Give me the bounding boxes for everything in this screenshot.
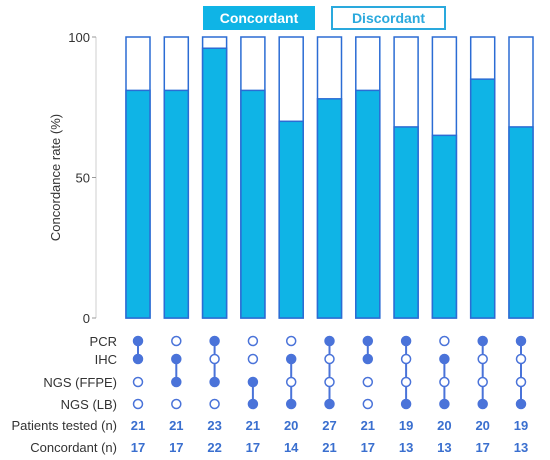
y-tick-label: 100 <box>68 30 90 45</box>
patients-count: 21 <box>361 418 375 433</box>
matrix-dot-empty <box>209 398 220 410</box>
patients-count: 21 <box>131 418 145 433</box>
matrix-dot-empty <box>324 353 335 365</box>
matrix-dot-empty <box>439 376 450 388</box>
matrix-dot-empty <box>477 376 488 388</box>
concordant-count: 14 <box>284 440 299 455</box>
matrix-dot-filled <box>439 353 450 365</box>
y-tick-label: 50 <box>76 171 90 186</box>
matrix-dot-empty <box>439 335 450 347</box>
patients-count: 20 <box>284 418 298 433</box>
matrix-dot-empty <box>362 376 374 388</box>
matrix-dot-empty <box>247 353 259 365</box>
patients-count: 21 <box>246 418 260 433</box>
concordant-count: 17 <box>169 440 183 455</box>
patients-row-label: Patients tested (n) <box>12 418 118 433</box>
method-label: NGS (LB) <box>61 397 117 412</box>
bar-concordant <box>393 126 419 319</box>
bar-concordant <box>201 47 228 319</box>
matrix-dot-filled <box>362 335 374 347</box>
concordant-count: 22 <box>207 440 221 455</box>
method-label: NGS (FFPE) <box>43 375 117 390</box>
patients-count: 27 <box>322 418 336 433</box>
matrix-dot-filled <box>515 335 527 347</box>
matrix-dot-filled <box>209 376 220 388</box>
matrix-dot-empty <box>362 398 374 410</box>
matrix-dot-filled <box>171 353 182 365</box>
matrix-dot-filled <box>477 398 488 410</box>
patients-count: 20 <box>437 418 451 433</box>
concordant-count: 17 <box>361 440 375 455</box>
bar-concordant <box>355 89 381 319</box>
method-label: IHC <box>95 352 117 367</box>
patients-count: 19 <box>399 418 413 433</box>
matrix-dot-filled <box>400 398 412 410</box>
matrix-dot-empty <box>285 335 297 347</box>
matrix-dot-empty <box>477 353 488 365</box>
matrix-dot-filled <box>439 398 450 410</box>
matrix-dot-empty <box>285 376 297 388</box>
bar-concordant <box>163 89 190 319</box>
concordant-count: 13 <box>399 440 413 455</box>
concordant-count: 17 <box>246 440 260 455</box>
matrix-dot-empty <box>171 398 182 410</box>
concordant-count: 13 <box>437 440 451 455</box>
matrix-dot-empty <box>132 398 144 410</box>
matrix-dot-filled <box>324 335 335 347</box>
matrix-dot-empty <box>515 353 527 365</box>
matrix-dot-empty <box>247 335 259 347</box>
y-tick-label: 0 <box>83 311 90 326</box>
patients-count: 21 <box>169 418 183 433</box>
matrix-dot-filled <box>247 398 259 410</box>
matrix-dot-filled <box>477 335 488 347</box>
matrix-dot-empty <box>515 376 527 388</box>
legend-discordant: Discordant <box>331 6 446 30</box>
concordant-count: 21 <box>322 440 336 455</box>
bar-concordant <box>469 78 496 319</box>
patients-count: 20 <box>475 418 489 433</box>
bar-concordant <box>508 126 534 319</box>
bar-concordant <box>316 98 343 319</box>
matrix-dot-filled <box>400 335 412 347</box>
legend-concordant: Concordant <box>203 6 315 30</box>
matrix-dot-filled <box>171 376 182 388</box>
matrix-dot-empty <box>132 376 144 388</box>
matrix-dot-filled <box>132 353 144 365</box>
concordant-count: 13 <box>514 440 528 455</box>
concordant-row-label: Concordant (n) <box>30 440 117 455</box>
matrix-dot-empty <box>400 376 412 388</box>
matrix-dot-filled <box>362 353 374 365</box>
matrix-dot-filled <box>285 353 297 365</box>
concordant-count: 17 <box>131 440 145 455</box>
matrix-dot-empty <box>400 353 412 365</box>
matrix-dot-filled <box>285 398 297 410</box>
bar-concordant <box>278 120 304 319</box>
bar-concordant <box>431 134 458 319</box>
patients-count: 19 <box>514 418 528 433</box>
bar-concordant <box>240 89 266 319</box>
matrix-dot-filled <box>209 335 220 347</box>
y-axis-title: Concordance rate (%) <box>48 114 63 241</box>
matrix-dot-filled <box>132 335 144 347</box>
bar-concordant <box>125 89 151 319</box>
matrix-dot-filled <box>515 398 527 410</box>
matrix-dot-empty <box>171 335 182 347</box>
concordant-count: 17 <box>475 440 489 455</box>
patients-count: 23 <box>207 418 221 433</box>
matrix-dot-empty <box>324 376 335 388</box>
matrix-dot-filled <box>247 376 259 388</box>
matrix-dot-empty <box>209 353 220 365</box>
method-label: PCR <box>90 334 117 349</box>
matrix-dot-filled <box>324 398 335 410</box>
